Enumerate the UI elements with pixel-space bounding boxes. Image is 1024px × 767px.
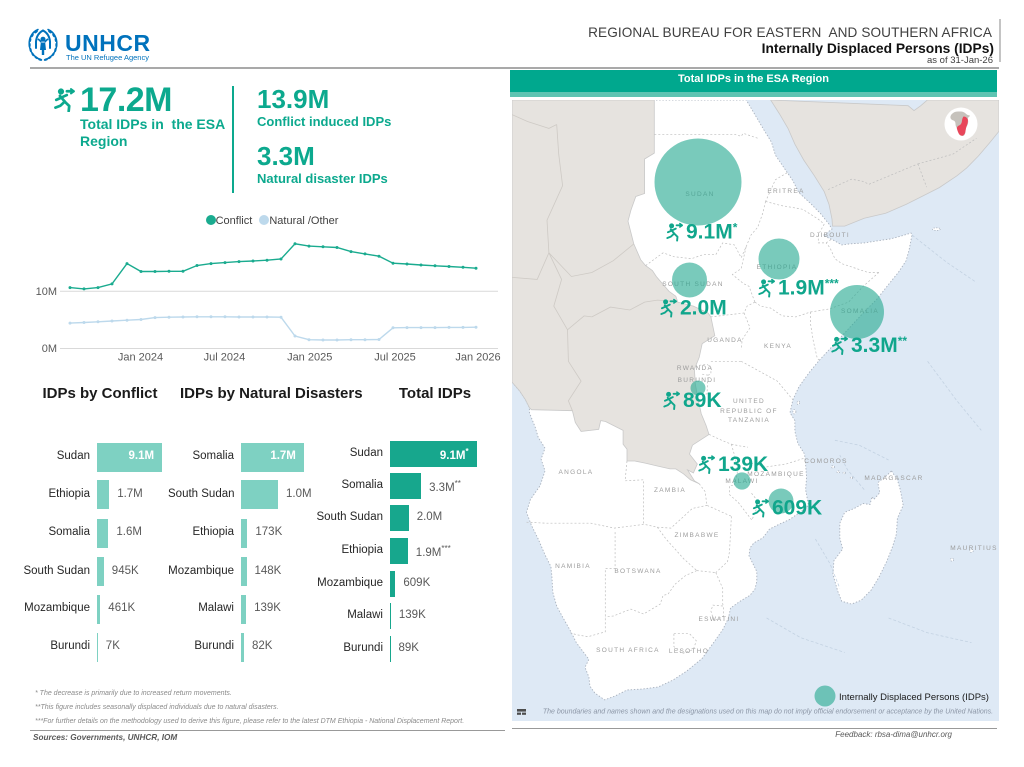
svg-text:TANZANIA: TANZANIA xyxy=(728,417,770,424)
svg-text:ERITREA: ERITREA xyxy=(767,188,804,195)
svg-text:MADAGASCAR: MADAGASCAR xyxy=(864,475,923,482)
svg-text:MAURITIUS: MAURITIUS xyxy=(950,545,997,552)
svg-text:139K: 139K xyxy=(718,453,768,476)
svg-text:3.3M**: 3.3M** xyxy=(851,334,907,357)
svg-text:MOZAMBIQUE: MOZAMBIQUE xyxy=(747,471,804,478)
svg-text:1.9M***: 1.9M*** xyxy=(778,277,839,300)
svg-text:Jul 2025: Jul 2025 xyxy=(374,352,416,364)
svg-text:Jan 2026: Jan 2026 xyxy=(455,352,500,364)
svg-text:ZIMBABWE: ZIMBABWE xyxy=(674,532,719,539)
svg-text:The UN Refugee Agency: The UN Refugee Agency xyxy=(66,53,149,62)
svg-text:BURUNDI: BURUNDI xyxy=(678,377,717,384)
svg-text:UNITED: UNITED xyxy=(733,398,765,405)
svg-text:9.1M*: 9.1M* xyxy=(686,221,738,244)
svg-text:Jul 2024: Jul 2024 xyxy=(204,352,246,364)
svg-text:ESWATINI: ESWATINI xyxy=(698,616,739,623)
svg-text:Jan 2024: Jan 2024 xyxy=(118,352,163,364)
svg-text:UGANDA: UGANDA xyxy=(707,337,743,344)
svg-text:89K: 89K xyxy=(683,389,722,412)
svg-text:2.0M: 2.0M xyxy=(680,297,727,320)
svg-text:ANGOLA: ANGOLA xyxy=(559,469,594,476)
svg-text:The boundaries and names shown: The boundaries and names shown and the d… xyxy=(543,709,993,716)
svg-text:SOUTH AFRICA: SOUTH AFRICA xyxy=(596,647,660,654)
svg-text:REPUBLIC OF: REPUBLIC OF xyxy=(720,408,778,415)
svg-text:ZAMBIA: ZAMBIA xyxy=(654,487,686,494)
svg-text:KENYA: KENYA xyxy=(764,343,792,350)
svg-text:LESOTHO: LESOTHO xyxy=(669,648,709,655)
svg-text:NAMIBIA: NAMIBIA xyxy=(555,563,591,570)
svg-text:DJIBOUTI: DJIBOUTI xyxy=(810,232,850,239)
svg-text:Jan 2025: Jan 2025 xyxy=(287,352,332,364)
svg-text:COMOROS: COMOROS xyxy=(804,458,847,465)
svg-text:Internally Displaced Persons (: Internally Displaced Persons (IDPs) xyxy=(839,692,989,703)
svg-text:10M: 10M xyxy=(36,286,57,298)
svg-text:BOTSWANA: BOTSWANA xyxy=(614,568,661,575)
svg-text:UNHCR: UNHCR xyxy=(65,30,151,56)
svg-text:609K: 609K xyxy=(772,497,822,520)
svg-text:0M: 0M xyxy=(42,343,57,355)
svg-text:RWANDA: RWANDA xyxy=(677,365,713,372)
